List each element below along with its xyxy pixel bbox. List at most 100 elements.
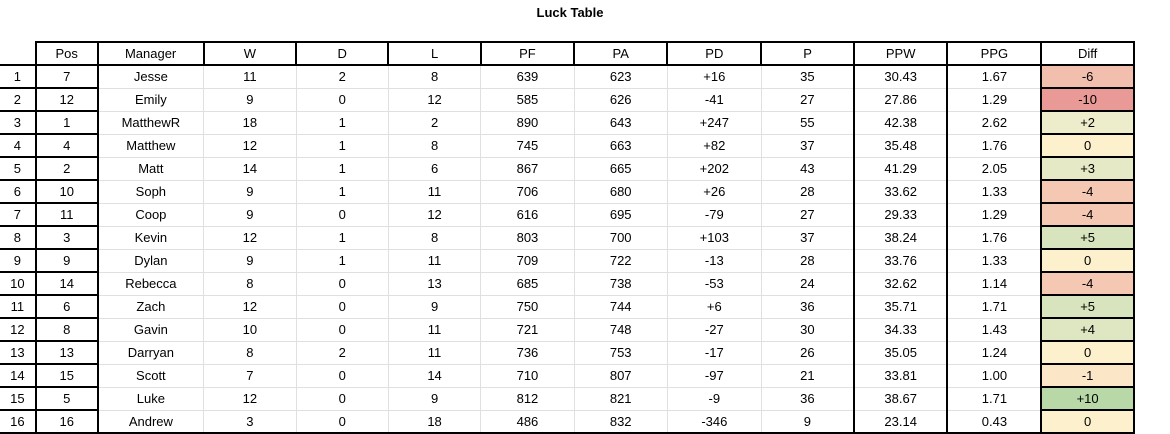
rank-cell[interactable]: 15 bbox=[0, 386, 37, 411]
pf-cell[interactable]: 803 bbox=[480, 225, 575, 250]
w-cell[interactable]: 14 bbox=[203, 156, 297, 181]
pos-cell[interactable]: 11 bbox=[34, 202, 99, 227]
ppg-cell[interactable]: 1.29 bbox=[946, 87, 1042, 112]
rank-cell[interactable]: 6 bbox=[0, 179, 37, 204]
pa-cell[interactable]: 744 bbox=[573, 294, 668, 319]
rank-cell[interactable]: 14 bbox=[0, 363, 37, 388]
d-cell[interactable]: 1 bbox=[295, 225, 389, 250]
rank-cell[interactable]: 3 bbox=[0, 110, 37, 135]
d-cell[interactable]: 0 bbox=[295, 363, 389, 388]
l-cell[interactable]: 11 bbox=[387, 340, 482, 365]
manager-cell[interactable]: Zach bbox=[96, 294, 205, 319]
p-cell[interactable]: 36 bbox=[760, 386, 855, 411]
rank-cell[interactable]: 8 bbox=[0, 225, 37, 250]
d-cell[interactable]: 0 bbox=[295, 294, 389, 319]
rank-cell[interactable]: 12 bbox=[0, 317, 37, 342]
d-cell[interactable]: 1 bbox=[295, 248, 389, 273]
pf-cell[interactable]: 639 bbox=[480, 64, 575, 89]
manager-cell[interactable]: Matt bbox=[96, 156, 205, 181]
pa-cell[interactable]: 821 bbox=[573, 386, 668, 411]
pd-cell[interactable]: +247 bbox=[666, 110, 762, 135]
pa-cell[interactable]: 722 bbox=[573, 248, 668, 273]
p-cell[interactable]: 37 bbox=[760, 225, 855, 250]
ppg-cell[interactable]: 1.33 bbox=[946, 179, 1042, 204]
d-cell[interactable]: 0 bbox=[295, 386, 389, 411]
ppw-cell[interactable]: 33.81 bbox=[852, 363, 949, 388]
ppg-cell[interactable]: 1.24 bbox=[946, 340, 1042, 365]
d-cell[interactable]: 1 bbox=[295, 156, 389, 181]
ppg-cell[interactable]: 2.62 bbox=[946, 110, 1042, 135]
ppg-cell[interactable]: 1.71 bbox=[946, 386, 1042, 411]
ppw-cell[interactable]: 41.29 bbox=[852, 156, 949, 181]
w-cell[interactable]: 12 bbox=[203, 294, 297, 319]
pf-cell[interactable]: 685 bbox=[480, 271, 575, 296]
ppw-cell[interactable]: 27.86 bbox=[852, 87, 949, 112]
column-header-w[interactable]: W bbox=[202, 41, 298, 66]
p-cell[interactable]: 30 bbox=[760, 317, 855, 342]
l-cell[interactable]: 6 bbox=[387, 156, 482, 181]
pa-cell[interactable]: 738 bbox=[573, 271, 668, 296]
column-header-d[interactable]: D bbox=[295, 41, 390, 66]
pf-cell[interactable]: 750 bbox=[480, 294, 575, 319]
pd-cell[interactable]: -17 bbox=[666, 340, 762, 365]
pd-cell[interactable]: -13 bbox=[666, 248, 762, 273]
ppg-cell[interactable]: 1.43 bbox=[946, 317, 1042, 342]
d-cell[interactable]: 0 bbox=[295, 317, 389, 342]
pa-cell[interactable]: 665 bbox=[573, 156, 668, 181]
ppw-cell[interactable]: 35.05 bbox=[852, 340, 949, 365]
pos-cell[interactable]: 3 bbox=[34, 225, 99, 250]
ppw-cell[interactable]: 32.62 bbox=[852, 271, 949, 296]
pf-cell[interactable]: 867 bbox=[480, 156, 575, 181]
l-cell[interactable]: 12 bbox=[387, 87, 482, 112]
ppw-cell[interactable]: 33.76 bbox=[852, 248, 949, 273]
p-cell[interactable]: 35 bbox=[760, 64, 855, 89]
column-header-pd[interactable]: PD bbox=[666, 41, 763, 66]
pd-cell[interactable]: +26 bbox=[666, 179, 762, 204]
rank-cell[interactable]: 10 bbox=[0, 271, 37, 296]
p-cell[interactable]: 26 bbox=[760, 340, 855, 365]
column-header-pos[interactable]: Pos bbox=[34, 41, 99, 66]
pos-cell[interactable]: 9 bbox=[34, 248, 99, 273]
pa-cell[interactable]: 695 bbox=[573, 202, 668, 227]
pf-cell[interactable]: 706 bbox=[480, 179, 575, 204]
rank-cell[interactable]: 13 bbox=[0, 340, 37, 365]
ppg-cell[interactable]: 1.76 bbox=[946, 133, 1042, 158]
ppg-cell[interactable]: 1.76 bbox=[946, 225, 1042, 250]
pa-cell[interactable]: 748 bbox=[573, 317, 668, 342]
ppg-cell[interactable]: 1.14 bbox=[946, 271, 1042, 296]
diff-cell[interactable]: -6 bbox=[1040, 64, 1135, 89]
p-cell[interactable]: 27 bbox=[760, 87, 855, 112]
l-cell[interactable]: 14 bbox=[387, 363, 482, 388]
d-cell[interactable]: 0 bbox=[295, 271, 389, 296]
ppw-cell[interactable]: 35.48 bbox=[852, 133, 949, 158]
l-cell[interactable]: 8 bbox=[387, 225, 482, 250]
pd-cell[interactable]: -79 bbox=[666, 202, 762, 227]
diff-cell[interactable]: -4 bbox=[1040, 179, 1135, 204]
pd-cell[interactable]: +6 bbox=[666, 294, 762, 319]
p-cell[interactable]: 43 bbox=[760, 156, 855, 181]
manager-cell[interactable]: Kevin bbox=[96, 225, 205, 250]
d-cell[interactable]: 2 bbox=[295, 64, 389, 89]
rank-cell[interactable]: 4 bbox=[0, 133, 37, 158]
diff-cell[interactable]: +5 bbox=[1040, 294, 1135, 319]
ppw-cell[interactable]: 35.71 bbox=[852, 294, 949, 319]
pd-cell[interactable]: -41 bbox=[666, 87, 762, 112]
manager-cell[interactable]: Jesse bbox=[96, 64, 205, 89]
column-header-pf[interactable]: PF bbox=[479, 41, 576, 66]
pf-cell[interactable]: 736 bbox=[480, 340, 575, 365]
pos-cell[interactable]: 6 bbox=[34, 294, 99, 319]
pf-cell[interactable]: 890 bbox=[480, 110, 575, 135]
rank-cell[interactable]: 7 bbox=[0, 202, 37, 227]
diff-cell[interactable]: 0 bbox=[1040, 248, 1135, 273]
p-cell[interactable]: 28 bbox=[760, 248, 855, 273]
rank-cell[interactable]: 1 bbox=[0, 64, 37, 89]
pos-cell[interactable]: 8 bbox=[34, 317, 99, 342]
d-cell[interactable]: 1 bbox=[295, 110, 389, 135]
pd-cell[interactable]: -9 bbox=[666, 386, 762, 411]
ppg-cell[interactable]: 2.05 bbox=[946, 156, 1042, 181]
manager-cell[interactable]: Matthew bbox=[96, 133, 205, 158]
d-cell[interactable]: 1 bbox=[295, 133, 389, 158]
ppw-cell[interactable]: 30.43 bbox=[852, 64, 949, 89]
w-cell[interactable]: 9 bbox=[203, 87, 297, 112]
d-cell[interactable]: 1 bbox=[295, 179, 389, 204]
